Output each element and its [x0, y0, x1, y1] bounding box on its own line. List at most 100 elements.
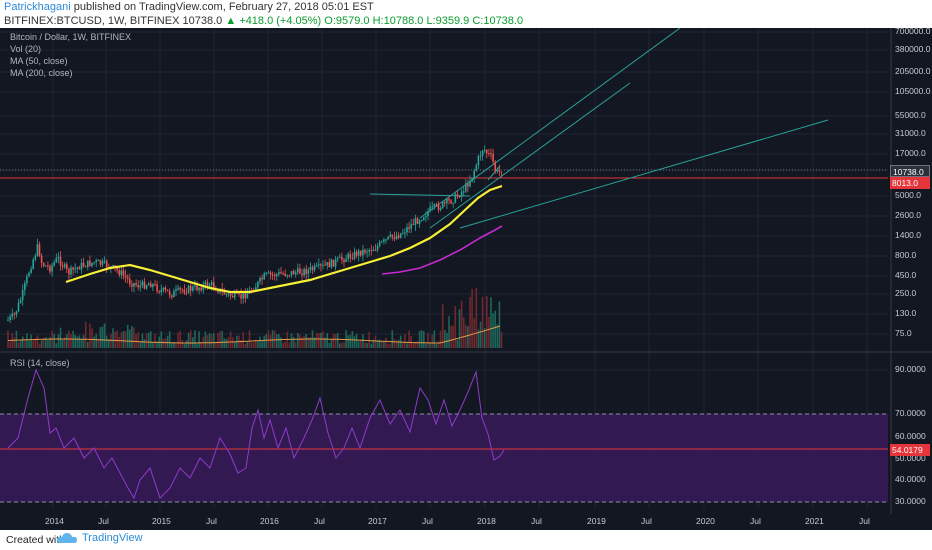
candle-body — [26, 276, 28, 284]
candle-body — [410, 224, 412, 229]
price-scale[interactable]: 700000.0 380000.0 205000.0 105000.0 55000.0 3… — [892, 26, 932, 350]
candle-body — [189, 285, 192, 291]
candle-body — [15, 311, 18, 315]
volume-bar — [315, 332, 318, 348]
candle-body — [152, 284, 154, 288]
candle-body — [51, 265, 53, 272]
candle-body — [164, 287, 167, 290]
volume-bar — [101, 326, 104, 348]
candle-body — [171, 295, 173, 298]
candle-body — [427, 211, 429, 217]
candle-body — [70, 267, 72, 275]
time-axis-tick: Jul — [531, 516, 542, 526]
volume-bar — [116, 330, 118, 348]
volume-bar — [257, 341, 259, 348]
ma50-legend[interactable]: MA (50, close) — [10, 56, 68, 66]
candle-body — [238, 293, 240, 295]
volume-bar — [221, 330, 223, 348]
candle-body — [446, 198, 448, 204]
candle-body — [28, 272, 30, 277]
author-link[interactable]: Patrickhagani — [4, 1, 71, 13]
volume-bar — [53, 334, 55, 348]
candle-body — [99, 260, 102, 265]
volume-bar — [97, 338, 100, 348]
symbol-ohlc-line: BITFINEX:BTCUSD, 1W, BITFINEX 10738.0 ▲ … — [4, 15, 523, 27]
volume-bar — [38, 343, 41, 348]
volume-bar — [74, 334, 76, 348]
volume-bar — [444, 329, 446, 348]
candle-body — [7, 319, 9, 321]
volume-bar — [198, 331, 200, 348]
candle-body — [324, 264, 326, 266]
candle-body — [444, 201, 446, 204]
volume-bar — [196, 343, 198, 348]
volume-bar — [370, 343, 373, 348]
volume-bar — [328, 342, 331, 348]
volume-bar — [40, 340, 43, 348]
candle-body — [448, 198, 450, 201]
candle-body — [374, 249, 377, 251]
close-value: C:10738.0 — [472, 15, 524, 27]
candle-body — [162, 287, 165, 290]
tradingview-brand[interactable]: TradingView — [56, 532, 143, 544]
candle-body — [87, 260, 89, 268]
ma200-legend[interactable]: MA (200, close) — [10, 68, 73, 78]
candle-body — [362, 249, 364, 256]
volume-bar — [418, 330, 421, 348]
candle-body — [40, 255, 43, 264]
time-axis-tick: Jul — [859, 516, 870, 526]
volume-bar — [284, 341, 286, 348]
candle-body — [473, 170, 475, 178]
trend-channel-upper — [419, 28, 681, 219]
candle-body — [118, 270, 121, 275]
vol-legend[interactable]: Vol (20) — [10, 44, 42, 54]
candle-body — [168, 291, 171, 296]
volume-bar — [488, 316, 490, 348]
candle-body — [122, 270, 125, 276]
price-chart-canvas[interactable] — [0, 28, 932, 530]
volume-bar — [456, 339, 459, 348]
price-scale-tick: 1400.0 — [895, 230, 921, 240]
volume-bar — [206, 335, 209, 348]
volume-bar — [276, 334, 278, 348]
volume-bar — [353, 336, 356, 348]
candle-body — [500, 171, 503, 173]
candle-body — [355, 251, 358, 256]
volume-bar — [137, 332, 139, 348]
candle-body — [402, 232, 404, 234]
candle-body — [133, 283, 135, 287]
volume-bar — [63, 337, 66, 348]
volume-bar — [490, 297, 492, 348]
volume-bar — [76, 336, 79, 348]
candle-body — [206, 282, 209, 287]
time-axis[interactable]: 2014 Jul 2015 Jul 2016 Jul 2017 Jul 2018 Jul 2019 J… — [0, 514, 892, 530]
candle-body — [425, 216, 427, 218]
volume-bar — [376, 340, 379, 348]
volume-bar — [357, 341, 360, 348]
volume-bar — [87, 342, 89, 348]
candle-body — [47, 265, 49, 267]
candle-body — [61, 265, 64, 267]
volume-bar — [483, 328, 486, 348]
rsi-legend[interactable]: RSI (14, close) — [10, 358, 70, 368]
rsi-scale[interactable]: 90.0000 70.0000 60.0000 54.017950.0000 40.00… — [892, 353, 932, 513]
volume-bar — [269, 334, 272, 348]
chart-area[interactable]: Bitcoin / Dollar, 1W, BITFINEX Vol (20) … — [0, 26, 932, 530]
candle-body — [320, 264, 322, 266]
volume-bar — [454, 306, 457, 348]
volume-bar — [450, 325, 452, 348]
volume-bar — [70, 333, 72, 348]
volume-bar — [477, 329, 480, 348]
candle-body — [80, 262, 83, 270]
volume-bar — [248, 330, 251, 348]
candle-body — [450, 200, 452, 204]
candle-body — [353, 251, 356, 259]
volume-bar — [124, 331, 127, 348]
candle-body — [259, 277, 261, 282]
support-price-badge: 8013.0 — [890, 177, 930, 189]
candle-body — [183, 289, 186, 293]
candle-body — [351, 257, 354, 259]
volume-bar — [299, 334, 301, 348]
last-price-badge: 10738.0 — [890, 165, 930, 177]
footer: Created with TradingView — [0, 530, 932, 550]
